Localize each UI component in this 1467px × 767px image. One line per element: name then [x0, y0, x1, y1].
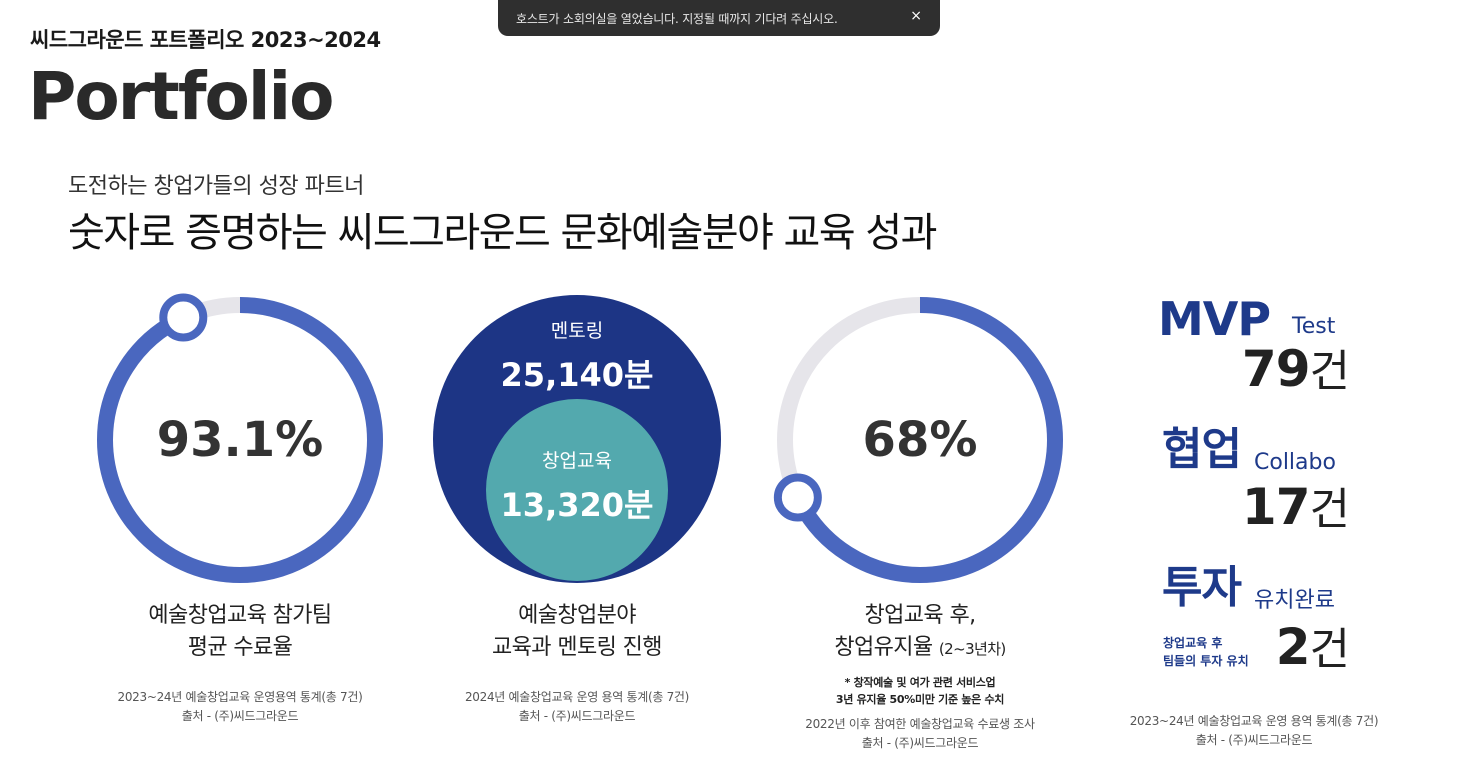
source-line: 출처 - (주)씨드그라운드 [861, 736, 979, 750]
caption-line: 예술창업교육 참가팀 [148, 603, 332, 628]
caption-suffix: (2~3년차) [938, 640, 1006, 658]
retention-source: 2022년 이후 참여한 예술창업교육 수료생 조사 출처 - (주)씨드그라운… [770, 715, 1070, 753]
page-title: Portfolio [28, 58, 334, 135]
caption-line: 창업유지율 (2~3년차) [770, 632, 1070, 665]
ring-knob [159, 293, 208, 342]
mvp-sublabel: Test [1292, 314, 1336, 339]
source-line: 2022년 이후 참여한 예술창업교육 수료생 조사 [805, 717, 1035, 731]
caption-line: 평균 수료율 [187, 635, 293, 660]
inner-circle-label: 창업교육 [542, 450, 612, 472]
collab-label: 협업 [1162, 424, 1242, 475]
outer-circle-value: 25,140분 [500, 356, 654, 394]
note-line: * 창작예술 및 여가 관련 서비스업 [844, 676, 996, 689]
count-unit: 건 [1309, 346, 1350, 397]
completion-source: 2023~24년 예술창업교육 운영용역 통계(총 7건) 출처 - (주)씨드… [90, 688, 390, 726]
completion-caption: 예술창업교육 참가팀 평균 수료율 [90, 600, 390, 664]
mvp-count: 79건 [1150, 344, 1350, 394]
count-number: 79 [1241, 340, 1311, 398]
inner-circle [486, 399, 668, 581]
count-number: 17 [1241, 478, 1311, 536]
count-number: 2 [1275, 618, 1311, 676]
side-source: 2023~24년 예술창업교육 운영 용역 통계(총 7건) 출처 - (주)씨… [1104, 712, 1404, 750]
note-line: 3년 유지율 50%미만 기준 높은 수치 [835, 693, 1005, 706]
source-line: 출처 - (주)씨드그라운드 [1195, 733, 1313, 747]
outer-circle-label: 멘토링 [550, 320, 604, 342]
retention-note: * 창작예술 및 여가 관련 서비스업 3년 유지율 50%미만 기준 높은 수… [770, 674, 1070, 708]
mentoring-circles [433, 295, 721, 583]
completion-rate-value: 93.1% [156, 412, 324, 468]
caption-line: 예술창업분야 [518, 603, 636, 628]
invest-count: 2건 [1250, 622, 1350, 672]
source-line: 2023~24년 예술창업교육 운영용역 통계(총 7건) [117, 690, 363, 704]
caption-text: 창업유지율 [834, 635, 933, 660]
source-line: 출처 - (주)씨드그라운드 [518, 709, 636, 723]
collab-sublabel: Collabo [1254, 450, 1336, 475]
ring-progress [777, 297, 1063, 583]
source-line: 2024년 예술창업교육 운영 용역 통계(총 7건) [464, 690, 690, 704]
close-icon[interactable]: × [910, 8, 922, 24]
collab-count: 17건 [1150, 482, 1350, 532]
waiting-room-toast: 호스트가 소회의실을 열었습니다. 지정될 때까지 기다려 주십시오. × [498, 0, 940, 36]
invest-sublabel: 유치완료 [1254, 588, 1335, 613]
completion-rate-ring [97, 293, 383, 583]
mentoring-source: 2024년 예술창업교육 운영 용역 통계(총 7건) 출처 - (주)씨드그라… [427, 688, 727, 726]
mvp-label: MVP [1158, 292, 1271, 346]
ring-progress [97, 297, 383, 583]
intro-headline: 숫자로 증명하는 씨드그라운드 문화예술분야 교육 성과 [68, 210, 937, 256]
intro-subtitle: 도전하는 창업가들의 성장 파트너 [68, 174, 364, 199]
retention-caption: 창업교육 후, 창업유지율 (2~3년차) [770, 600, 1070, 665]
invest-label: 투자 [1162, 562, 1242, 613]
invest-note: 창업교육 후 팀들의 투자 유치 [1163, 634, 1249, 670]
inner-circle-value: 13,320분 [500, 486, 654, 524]
mentoring-caption: 예술창업분야 교육과 멘토링 진행 [427, 600, 727, 664]
count-unit: 건 [1309, 624, 1350, 675]
source-line: 출처 - (주)씨드그라운드 [181, 709, 299, 723]
retention-rate-ring [773, 297, 1063, 583]
caption-line: 창업교육 후, [864, 603, 977, 628]
retention-rate-value: 68% [862, 412, 978, 468]
count-unit: 건 [1309, 484, 1350, 535]
source-line: 2023~24년 예술창업교육 운영 용역 통계(총 7건) [1129, 714, 1379, 728]
ring-knob [773, 473, 822, 522]
header-title: 씨드그라운드 포트폴리오 2023~2024 [30, 28, 381, 52]
note-line: 팀들의 투자 유치 [1163, 654, 1249, 668]
toast-message: 호스트가 소회의실을 열었습니다. 지정될 때까지 기다려 주십시오. [516, 11, 838, 26]
note-line: 창업교육 후 [1163, 636, 1223, 650]
caption-line: 교육과 멘토링 진행 [492, 635, 663, 660]
